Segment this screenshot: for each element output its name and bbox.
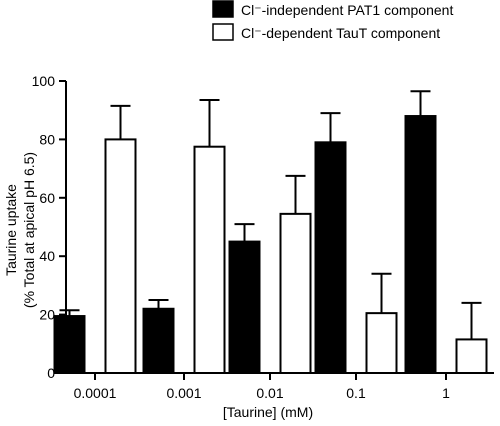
y-axis-subtitle: (% Total at apical pH 6.5) <box>21 152 37 308</box>
bar-series-1-0.01 <box>228 240 261 374</box>
bar-series-2-0.01 <box>279 212 312 374</box>
bar-series-1-0.1 <box>314 141 347 374</box>
bar-series-2-1 <box>455 338 488 375</box>
bar-series-2-0.1 <box>365 312 398 375</box>
legend-label-series-1: Cl⁻-independent PAT1 component <box>241 2 453 18</box>
x-tick-label: 1 <box>442 385 450 401</box>
x-tick-label: 0.001 <box>166 385 201 401</box>
legend-label-series-2: Cl⁻-dependent TauT component <box>241 25 440 41</box>
bar-series-1-0.0001 <box>53 315 86 374</box>
y-tick-label: 100 <box>32 73 56 89</box>
legend-swatch-series-2 <box>212 23 234 41</box>
x-axis-ticks: 0.0001 0.001 0.01 0.1 1 <box>74 373 450 401</box>
bar-series-2-0.001 <box>193 145 226 374</box>
y-tick-label: 80 <box>39 131 55 147</box>
legend: Cl⁻-independent PAT1 component Cl⁻-depen… <box>212 0 453 41</box>
legend-swatch-series-1 <box>212 0 234 18</box>
y-tick-label: 60 <box>39 190 55 206</box>
y-tick-label: 20 <box>39 307 55 323</box>
bars <box>53 115 488 375</box>
bar-series-2-0.0001 <box>104 138 137 374</box>
y-axis-title: Taurine uptake <box>3 184 19 276</box>
x-tick-label: 0.01 <box>256 385 283 401</box>
bar-series-1-0.001 <box>142 307 175 375</box>
y-tick-label: 0 <box>47 365 55 381</box>
bar-series-1-1 <box>404 115 437 374</box>
x-tick-label: 0.0001 <box>74 385 117 401</box>
error-bars <box>59 90 482 340</box>
y-axis-ticks: 0 20 40 60 80 100 <box>32 73 66 381</box>
x-tick-label: 0.1 <box>346 385 366 401</box>
x-axis-title: [Taurine] (mM) <box>223 404 313 420</box>
y-tick-label: 40 <box>39 248 55 264</box>
